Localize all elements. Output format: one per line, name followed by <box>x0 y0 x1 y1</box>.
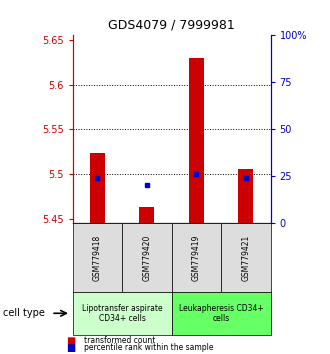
Text: GSM779420: GSM779420 <box>142 234 151 281</box>
Text: Lipotransfer aspirate
CD34+ cells: Lipotransfer aspirate CD34+ cells <box>82 304 162 323</box>
Text: transformed count: transformed count <box>84 336 155 345</box>
Text: Leukapheresis CD34+
cells: Leukapheresis CD34+ cells <box>179 304 263 323</box>
Text: ■: ■ <box>66 336 75 346</box>
Bar <box>139 207 154 223</box>
Text: cell type: cell type <box>3 308 45 318</box>
Text: percentile rank within the sample: percentile rank within the sample <box>84 343 214 352</box>
Bar <box>90 153 105 223</box>
Title: GDS4079 / 7999981: GDS4079 / 7999981 <box>108 18 235 32</box>
Bar <box>189 58 204 223</box>
Bar <box>238 170 253 223</box>
Text: ■: ■ <box>66 343 75 353</box>
Text: GSM779421: GSM779421 <box>241 234 250 281</box>
Text: GSM779418: GSM779418 <box>93 234 102 281</box>
Text: GSM779419: GSM779419 <box>192 234 201 281</box>
